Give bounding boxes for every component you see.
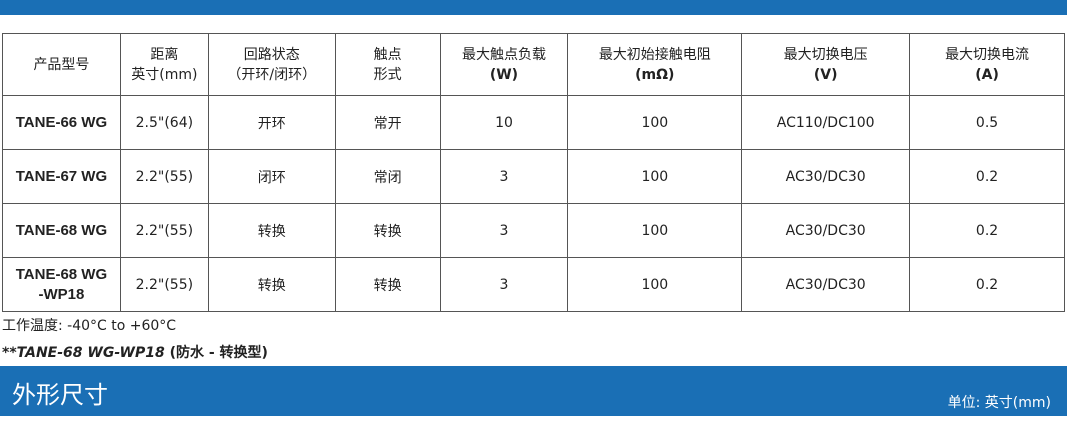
model-name: **TANE-68 WG-WP18 xyxy=(2,345,165,361)
cell-line: (W) xyxy=(489,66,519,83)
model-cell: TANE-67 WG xyxy=(2,149,121,204)
cell-line: 最大切换电压 xyxy=(783,46,868,63)
data-cell: 常开 xyxy=(334,95,441,150)
data-cell: AC110/DC100 xyxy=(741,95,911,150)
temperature-note: 工作温度: -40°C to +60°C xyxy=(2,318,177,334)
model-note: **TANE-68 WG-WP18 (防水 - 转换型) xyxy=(2,342,268,362)
cell-line: 距离 xyxy=(150,46,179,63)
header-cell: 回路状态 （开环/闭环） xyxy=(207,33,336,96)
data-cell: 0.2 xyxy=(909,149,1065,204)
cell-line: TANE-66 WG xyxy=(15,113,108,131)
data-cell: 10 xyxy=(439,95,569,150)
header-cell: 触点 形式 xyxy=(334,33,441,96)
data-cell: 100 xyxy=(567,257,743,312)
cell-line: （开环/闭环） xyxy=(227,66,317,83)
cell-line: TANE-68 WG xyxy=(15,265,108,283)
section-title: 外形尺寸 xyxy=(12,381,108,409)
data-cell: 100 xyxy=(567,203,743,258)
cell-line: TANE-68 WG xyxy=(15,221,108,239)
cell-line: 最大初始接触电阻 xyxy=(598,46,711,63)
data-cell: 3 xyxy=(439,203,569,258)
table-row: TANE-67 WG 2.2"(55) 闭环 常闭 3 100 AC30/DC30 0.2 xyxy=(2,149,1065,204)
data-cell: 转换 xyxy=(207,203,336,258)
data-cell: 转换 xyxy=(334,203,441,258)
cell-line: 最大触点负载 xyxy=(461,46,546,63)
model-cell: TANE-68 WG -WP18 xyxy=(2,257,121,312)
data-cell: 常闭 xyxy=(334,149,441,204)
cell-line: TANE-67 WG xyxy=(15,167,108,185)
cell-line: (V) xyxy=(813,66,838,83)
header-cell: 最大触点负载 (W) xyxy=(439,33,569,96)
table-row: TANE-68 WG -WP18 2.2"(55) 转换 转换 3 100 AC30/DC30… xyxy=(2,257,1065,312)
section-bar: 外形尺寸 单位: 英寸(mm) xyxy=(0,366,1067,416)
model-cell: TANE-66 WG xyxy=(2,95,121,150)
cell-line: 产品型号 xyxy=(33,56,90,73)
data-cell: 转换 xyxy=(207,257,336,312)
cell-line: -WP18 xyxy=(38,285,85,303)
data-cell: 0.2 xyxy=(909,203,1065,258)
data-cell: 100 xyxy=(567,95,743,150)
cell-line: (A) xyxy=(975,66,999,83)
data-cell: 2.2"(55) xyxy=(119,257,209,312)
cell-line: 回路状态 xyxy=(243,46,300,63)
data-cell: 转换 xyxy=(334,257,441,312)
data-cell: AC30/DC30 xyxy=(741,149,911,204)
data-cell: 0.2 xyxy=(909,257,1065,312)
header-cell: 最大切换电压 (V) xyxy=(741,33,911,96)
data-cell: 3 xyxy=(439,257,569,312)
spec-table: 产品型号 距离英寸(mm) 回路状态 （开环/闭环） 触点形式 最大触点负载 (W) 最大初始… xyxy=(2,33,1065,312)
data-cell: AC30/DC30 xyxy=(741,257,911,312)
cell-line: (mΩ) xyxy=(635,66,675,83)
cell-line: 形式 xyxy=(373,66,402,83)
data-cell: 2.5"(64) xyxy=(119,95,209,150)
table-row: TANE-68 WG 2.2"(55) 转换 转换 3 100 AC30/DC30 0.2 xyxy=(2,203,1065,258)
header-cell: 最大初始接触电阻 (mΩ) xyxy=(567,33,743,96)
data-cell: AC30/DC30 xyxy=(741,203,911,258)
data-cell: 闭环 xyxy=(207,149,336,204)
table-body: TANE-66 WG 2.5"(64) 开环 常开 10 100 AC110/DC100 0.… xyxy=(2,95,1065,312)
data-cell: 3 xyxy=(439,149,569,204)
data-cell: 100 xyxy=(567,149,743,204)
model-desc: (防水 - 转换型) xyxy=(164,345,268,361)
cell-line: 最大切换电流 xyxy=(945,46,1030,63)
header-cell: 最大切换电流 (A) xyxy=(909,33,1065,96)
data-cell: 开环 xyxy=(207,95,336,150)
cell-line: 英寸(mm) xyxy=(131,66,198,83)
header-cell: 距离英寸(mm) xyxy=(119,33,209,96)
top-bar xyxy=(0,0,1067,15)
data-cell: 2.2"(55) xyxy=(119,203,209,258)
model-cell: TANE-68 WG xyxy=(2,203,121,258)
section-unit: 单位: 英寸(mm) xyxy=(947,395,1051,411)
cell-line: 触点 xyxy=(373,46,402,63)
header-row: 产品型号 距离英寸(mm) 回路状态 （开环/闭环） 触点形式 最大触点负载 (W) 最大初始… xyxy=(2,33,1065,96)
table-row: TANE-66 WG 2.5"(64) 开环 常开 10 100 AC110/DC100 0.… xyxy=(2,95,1065,150)
header-cell: 产品型号 xyxy=(2,33,121,96)
data-cell: 2.2"(55) xyxy=(119,149,209,204)
data-cell: 0.5 xyxy=(909,95,1065,150)
